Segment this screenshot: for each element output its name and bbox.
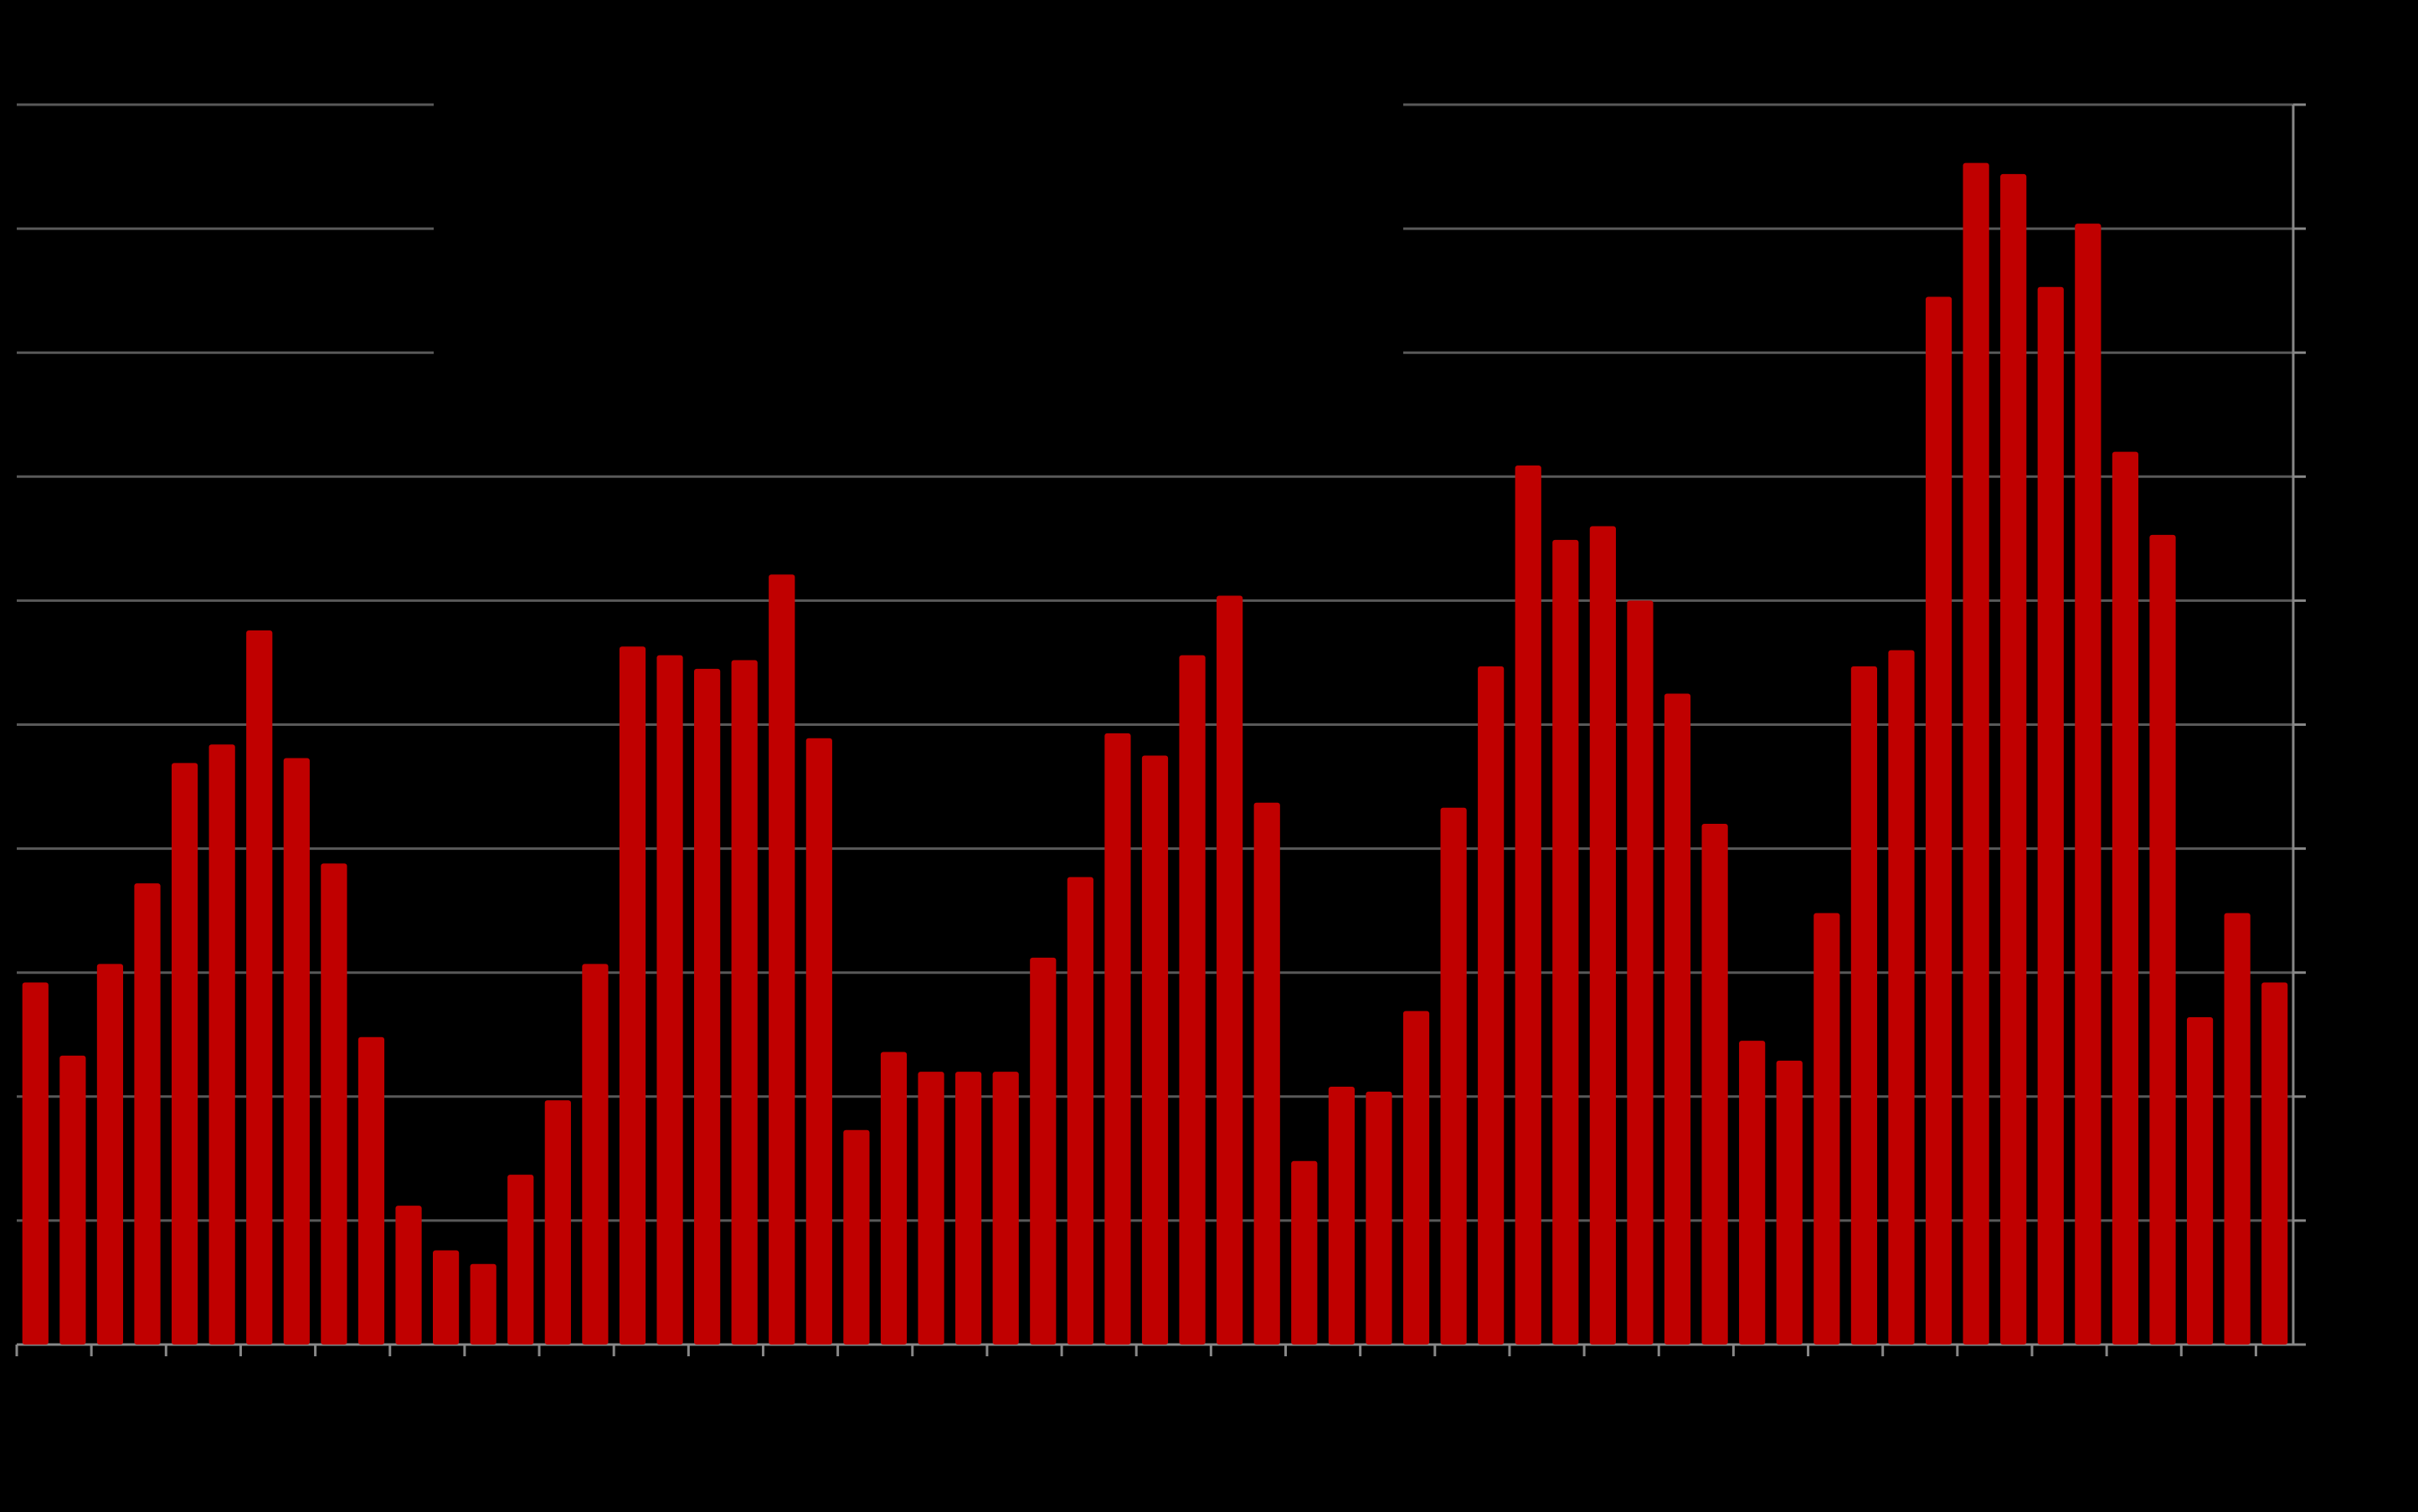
bar xyxy=(1030,957,1057,1345)
bar xyxy=(1253,802,1280,1345)
bar xyxy=(2075,224,2102,1345)
y-tick-label: 0 xyxy=(2315,1330,2327,1355)
bar xyxy=(1664,693,1691,1345)
marks: 0 1 2 3 4 5 6 7 8 9 10 xyxy=(15,90,2339,1356)
y-tick-label: 10 xyxy=(2315,90,2339,116)
bar xyxy=(656,655,683,1345)
bar xyxy=(395,1206,422,1345)
y-tick-label: 6 xyxy=(2315,586,2327,611)
y-tick-label: 9 xyxy=(2315,214,2327,239)
bar xyxy=(2149,534,2176,1345)
bar xyxy=(694,668,721,1345)
bar xyxy=(283,758,310,1345)
bar xyxy=(955,1072,982,1345)
bar xyxy=(2186,1017,2214,1345)
bar xyxy=(2000,173,2027,1345)
bar xyxy=(321,863,347,1345)
bar xyxy=(358,1036,385,1345)
bar xyxy=(432,1250,460,1345)
y-tick-label: 1 xyxy=(2315,1206,2327,1232)
bar xyxy=(880,1052,908,1345)
bar xyxy=(619,646,646,1345)
y-tick-label: 3 xyxy=(2315,959,2327,984)
bar xyxy=(843,1129,870,1345)
bar xyxy=(1963,162,1989,1345)
y-tick-label: 7 xyxy=(2315,462,2327,487)
bar xyxy=(2261,982,2288,1345)
bar xyxy=(1366,1091,1392,1345)
legend-box xyxy=(434,0,1403,460)
bar xyxy=(208,744,235,1345)
bar xyxy=(171,763,198,1345)
bar xyxy=(1925,296,1952,1345)
bar xyxy=(22,982,49,1345)
bar xyxy=(805,738,832,1345)
bar xyxy=(507,1175,534,1345)
bar xyxy=(59,1055,86,1345)
bar xyxy=(134,883,161,1345)
bar xyxy=(1067,877,1093,1345)
bar xyxy=(1814,913,1840,1345)
bar xyxy=(1627,600,1654,1345)
bar xyxy=(1141,755,1169,1345)
y-tick-label: 4 xyxy=(2315,834,2327,859)
bar xyxy=(769,574,795,1345)
bar xyxy=(1179,655,1206,1345)
bar xyxy=(2037,286,2064,1345)
bar xyxy=(1291,1160,1318,1345)
bar xyxy=(1440,807,1467,1345)
bar xyxy=(1701,823,1728,1345)
bar xyxy=(1478,666,1505,1345)
bar xyxy=(1589,526,1616,1345)
bar xyxy=(470,1263,496,1345)
bar xyxy=(1402,1011,1430,1345)
bar xyxy=(731,660,758,1345)
bar xyxy=(2224,913,2251,1345)
bar xyxy=(1328,1086,1355,1345)
y-tick-label: 8 xyxy=(2315,338,2327,363)
bar xyxy=(918,1072,944,1345)
y-tick-label: 5 xyxy=(2315,710,2327,735)
bar xyxy=(1552,539,1579,1345)
bar xyxy=(544,1100,571,1345)
bar xyxy=(1739,1041,1766,1345)
bar xyxy=(1515,465,1541,1345)
bar xyxy=(2112,451,2139,1345)
bar xyxy=(582,964,609,1345)
bar xyxy=(1850,666,1878,1345)
bar xyxy=(1888,650,1915,1345)
y-tick-label: 2 xyxy=(2315,1083,2327,1108)
bar xyxy=(1217,595,1243,1345)
bar xyxy=(1776,1060,1803,1345)
bar xyxy=(246,630,273,1345)
bar xyxy=(992,1072,1019,1345)
bar xyxy=(96,964,124,1345)
bar xyxy=(1104,733,1131,1345)
